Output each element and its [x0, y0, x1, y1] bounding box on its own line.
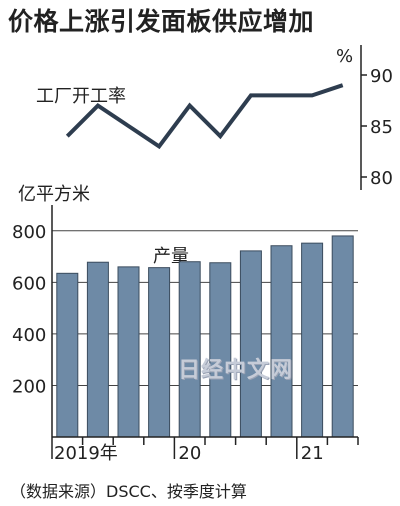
bar-q10 [331, 235, 354, 438]
bar-x-tick-label: 2019年 [54, 443, 118, 464]
bar-y-tick-label: 600 [12, 273, 46, 294]
bar-q7 [239, 250, 262, 438]
line-chart: % 工厂开工率 90 85 80 [36, 45, 393, 190]
bar-q6 [209, 262, 232, 438]
bar-y-tick-label: 400 [12, 325, 46, 346]
series-line-operating-rate [65, 83, 344, 150]
line-y-tick-label: 85 [370, 117, 393, 138]
bar-unit-label: 亿平方米 [18, 184, 90, 205]
bar-y-tick-label: 200 [12, 376, 46, 397]
line-y-tick-label: 90 [370, 66, 393, 87]
line-y-tick-label: 80 [370, 168, 393, 189]
bar-q1 [56, 272, 79, 438]
bar-q4 [148, 267, 171, 438]
bar-q9 [301, 242, 324, 438]
bar-y-tick-label: 800 [12, 222, 46, 243]
bar-x-tick-label: 20 [178, 443, 201, 464]
bar-q3 [117, 266, 140, 438]
chart-title: 价格上涨引发面板供应增加 [8, 7, 315, 36]
source-note: （数据来源）DSCC、按季度计算 [10, 482, 247, 501]
bar-q5 [178, 261, 201, 438]
line-unit-label: % [336, 46, 353, 67]
bar-q8 [270, 245, 293, 438]
bar-q2 [86, 261, 109, 438]
watermark: 日经中文网 [178, 358, 294, 383]
bar-x-tick-label: 21 [301, 443, 324, 464]
line-series-label: 工厂开工率 [36, 86, 126, 107]
